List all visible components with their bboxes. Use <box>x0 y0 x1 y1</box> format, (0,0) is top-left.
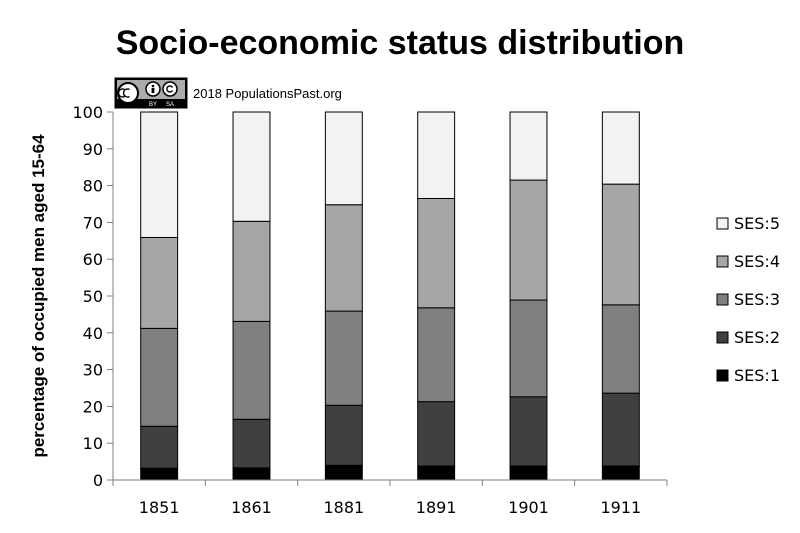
legend-label: SES:1 <box>734 366 780 385</box>
x-tick-label: 1851 <box>139 498 180 517</box>
x-tick-label: 1901 <box>508 498 549 517</box>
x-tick-label: 1881 <box>323 498 364 517</box>
bar-segment <box>509 179 548 301</box>
legend-label: SES:4 <box>734 252 780 271</box>
legend-label: SES:3 <box>734 290 780 309</box>
bar-segment <box>140 467 179 481</box>
bar-segment <box>232 320 271 420</box>
by-head-icon <box>151 84 155 88</box>
sa-arrow-icon <box>166 85 174 93</box>
x-tick-label: 1911 <box>600 498 641 517</box>
cc-by-sa-badge: BY SA <box>114 77 188 109</box>
legend-swatch <box>716 255 729 268</box>
bar-segment <box>232 220 271 322</box>
bar-segment <box>509 396 548 467</box>
bar-segment <box>232 467 271 481</box>
cc-icon <box>117 82 139 104</box>
bar-segment <box>417 401 456 467</box>
legend-swatch <box>716 331 729 344</box>
y-axis: 0 10 20 30 40 50 60 70 80 90 100 <box>72 103 114 490</box>
y-tick-label: 40 <box>83 324 103 343</box>
legend-label: SES:2 <box>734 328 780 347</box>
sa-badge-text: SA <box>166 102 174 108</box>
by-body-icon <box>151 88 155 93</box>
legend-label: SES:5 <box>734 214 780 233</box>
by-badge-text: BY <box>149 102 157 108</box>
bar-segment <box>324 310 363 406</box>
bar-segment <box>509 299 548 398</box>
chart-title: Socio-economic status distribution <box>116 24 685 62</box>
y-tick-label: 50 <box>83 287 103 306</box>
y-tick-label: 70 <box>83 213 103 232</box>
bar-segment <box>601 183 640 306</box>
bar-segment <box>232 111 271 222</box>
bar-segment <box>601 111 640 185</box>
cc-letters-icon <box>117 88 130 98</box>
bar-segment <box>324 464 363 481</box>
bar-segment <box>232 418 271 469</box>
bar-segment <box>417 307 456 403</box>
legend-swatch <box>716 217 729 230</box>
license-credit: BY SA 2018 PopulationsPast.org <box>114 77 342 109</box>
y-axis-label: percentage of occupied men aged 15-64 <box>29 134 48 458</box>
bar-segment <box>324 111 363 206</box>
y-tick-label: 0 <box>93 471 103 490</box>
y-tick-label: 60 <box>83 250 103 269</box>
sa-icon <box>162 81 178 97</box>
legend-swatch <box>716 369 729 382</box>
legend: SES:5 SES:4 SES:3 SES:2 SES:1 <box>716 214 780 385</box>
bar-segment <box>140 111 179 238</box>
bars <box>140 111 640 481</box>
bar-segment <box>601 465 640 481</box>
legend-swatch <box>716 293 729 306</box>
credit-text: 2018 PopulationsPast.org <box>193 86 342 101</box>
bar-segment <box>140 327 179 427</box>
y-tick-label: 80 <box>83 177 103 196</box>
bar-segment <box>324 204 363 312</box>
bar-segment <box>509 465 548 481</box>
y-tick-label: 90 <box>83 140 103 159</box>
y-tick-label: 10 <box>83 434 103 453</box>
bar-segment <box>140 236 179 329</box>
y-tick-label: 20 <box>83 397 103 416</box>
y-tick-label: 30 <box>83 361 103 380</box>
bar-segment <box>509 111 548 181</box>
y-tick-label: 100 <box>72 103 103 122</box>
x-axis: 1851 1861 1881 1891 1901 1911 <box>112 479 668 517</box>
bar-segment <box>417 465 456 481</box>
bar-segment <box>601 392 640 467</box>
bar-segment <box>324 404 363 466</box>
bar-segment <box>140 425 179 469</box>
bar-segment <box>417 111 456 199</box>
x-tick-label: 1891 <box>416 498 457 517</box>
bar-segment <box>601 304 640 394</box>
bar-segment <box>417 197 456 309</box>
x-tick-label: 1861 <box>231 498 272 517</box>
